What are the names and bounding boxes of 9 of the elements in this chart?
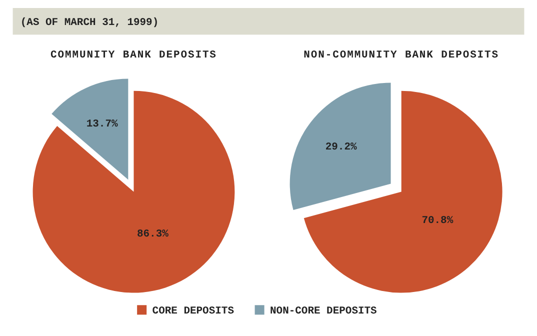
chart-title: COMMUNITY BANK DEPOSITS (50, 50, 217, 62)
data-label: 70.8% (422, 215, 454, 228)
legend-label: NON-CORE DEPOSITS (270, 306, 377, 318)
data-label: 13.7% (86, 118, 118, 130)
chart-title: NON-COMMUNITY BANK DEPOSITS (304, 50, 500, 62)
data-label: 86.3% (136, 228, 170, 241)
data-label: 29.2% (325, 141, 358, 154)
text: (AS OF MARCH 31, 1999) (20, 17, 159, 30)
legend-label: CORE DEPOSITS (152, 306, 234, 318)
